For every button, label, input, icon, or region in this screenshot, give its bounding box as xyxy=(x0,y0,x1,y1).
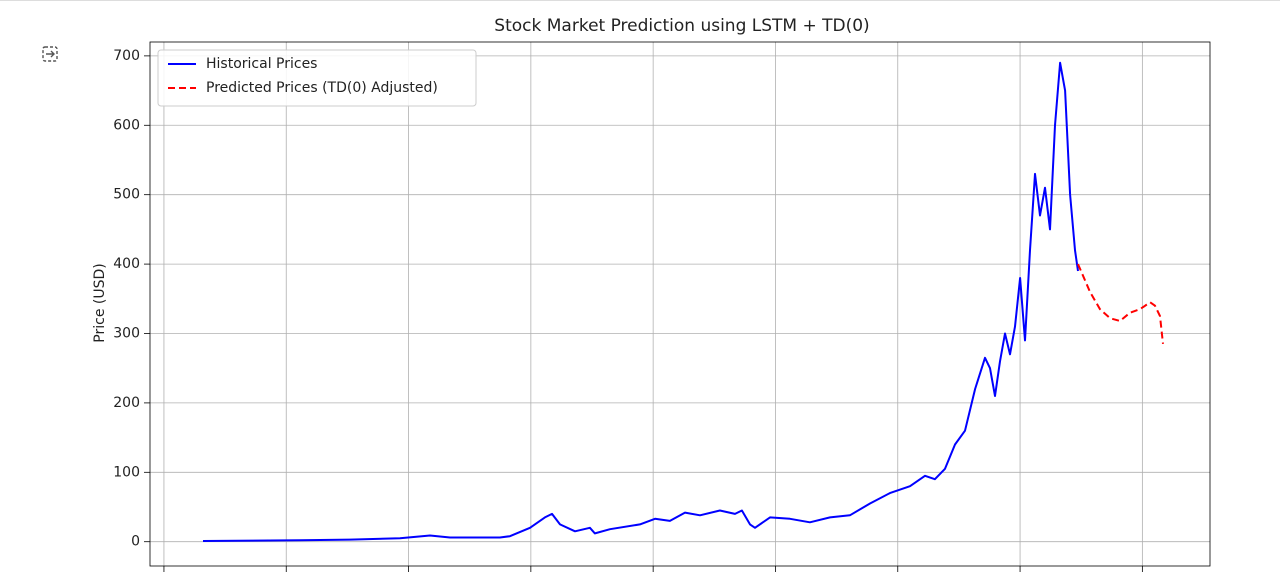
series-line xyxy=(1077,263,1164,345)
plot-frame xyxy=(149,41,1211,567)
y-tick-label: 300 xyxy=(113,325,140,341)
y-tick-label: 400 xyxy=(113,256,140,272)
legend: Historical Prices Predicted Prices (TD(0)… xyxy=(157,49,477,107)
legend-label: Historical Prices xyxy=(206,56,317,72)
output-icon xyxy=(42,46,58,62)
y-tick-label: 700 xyxy=(113,48,140,64)
y-tick-label: 200 xyxy=(113,395,140,411)
y-tick-label: 100 xyxy=(113,464,140,480)
y-tick-label: 0 xyxy=(131,534,140,550)
y-tick-label: 600 xyxy=(113,117,140,133)
chart-title: Stock Market Prediction using LSTM + TD(… xyxy=(494,16,869,36)
y-axis-label: Price (USD) xyxy=(92,263,108,342)
series-line xyxy=(202,61,1079,542)
legend-box xyxy=(157,49,477,107)
legend-label: Predicted Prices (TD(0) Adjusted) xyxy=(206,80,438,96)
y-tick-label: 500 xyxy=(113,187,140,203)
